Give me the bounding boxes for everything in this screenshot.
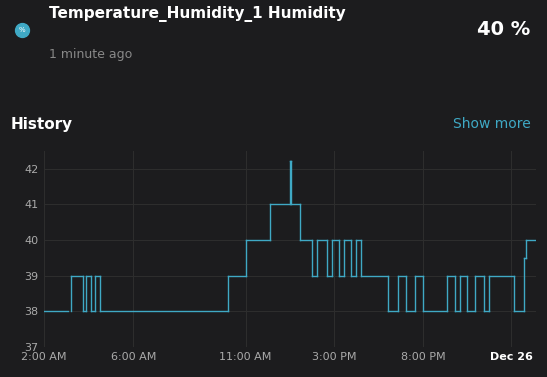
Text: 40 %: 40 % (478, 20, 531, 39)
Text: History: History (11, 117, 73, 132)
Text: Temperature_Humidity_1 Humidity: Temperature_Humidity_1 Humidity (49, 6, 346, 22)
Text: %: % (19, 26, 25, 32)
Text: Show more: Show more (453, 117, 531, 132)
Text: 1 minute ago: 1 minute ago (49, 48, 132, 61)
